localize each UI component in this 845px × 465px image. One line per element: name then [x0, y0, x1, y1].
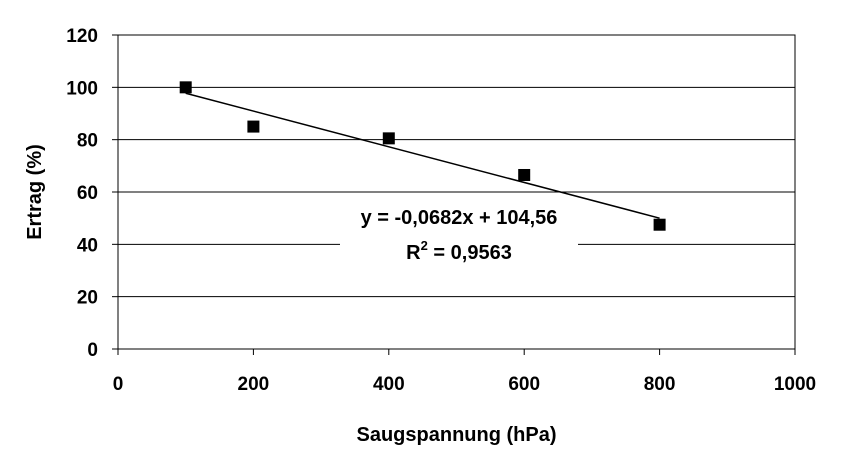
- y-tick-label: 0: [87, 340, 98, 361]
- y-tick-label: 80: [77, 131, 98, 152]
- x-tick-label: 400: [373, 374, 405, 395]
- trendline-r2: R2 = 0,9563: [406, 238, 512, 264]
- y-tick-label: 40: [77, 235, 98, 256]
- y-tick-label: 20: [77, 288, 98, 309]
- x-tick-label: 0: [113, 374, 124, 395]
- trendline-label: y = -0,0682x + 104,56 R2 = 0,9563: [340, 200, 578, 272]
- x-axis-label: Saugspannung (hPa): [357, 424, 557, 446]
- y-tick-label: 120: [66, 26, 98, 47]
- data-point: [653, 218, 666, 231]
- r2-prefix: R: [406, 242, 421, 264]
- y-tick-label: 100: [66, 78, 98, 99]
- r2-exponent: 2: [421, 238, 428, 253]
- y-axis-label: Ertrag (%): [24, 144, 46, 240]
- trendline: [185, 92, 660, 219]
- data-point: [518, 168, 531, 181]
- data-points: [179, 81, 666, 231]
- y-tick-label: 60: [77, 183, 98, 204]
- data-point: [247, 120, 260, 133]
- trendline-label-background: [340, 200, 578, 272]
- grid-lines: [118, 34, 795, 350]
- x-tick-label: 200: [238, 374, 270, 395]
- x-tick-label: 600: [508, 374, 540, 395]
- r2-value: = 0,9563: [428, 242, 512, 264]
- data-point: [382, 132, 395, 145]
- trendline-equation: y = -0,0682x + 104,56: [361, 207, 558, 229]
- x-tick-label: 1000: [774, 374, 816, 395]
- x-tick-label: 800: [644, 374, 676, 395]
- x-axis-ticks: 0 200 400 600 800 1000: [113, 349, 816, 395]
- data-point: [179, 81, 192, 94]
- y-axis-ticks: 0 20 40 60 80 100 120: [66, 26, 118, 361]
